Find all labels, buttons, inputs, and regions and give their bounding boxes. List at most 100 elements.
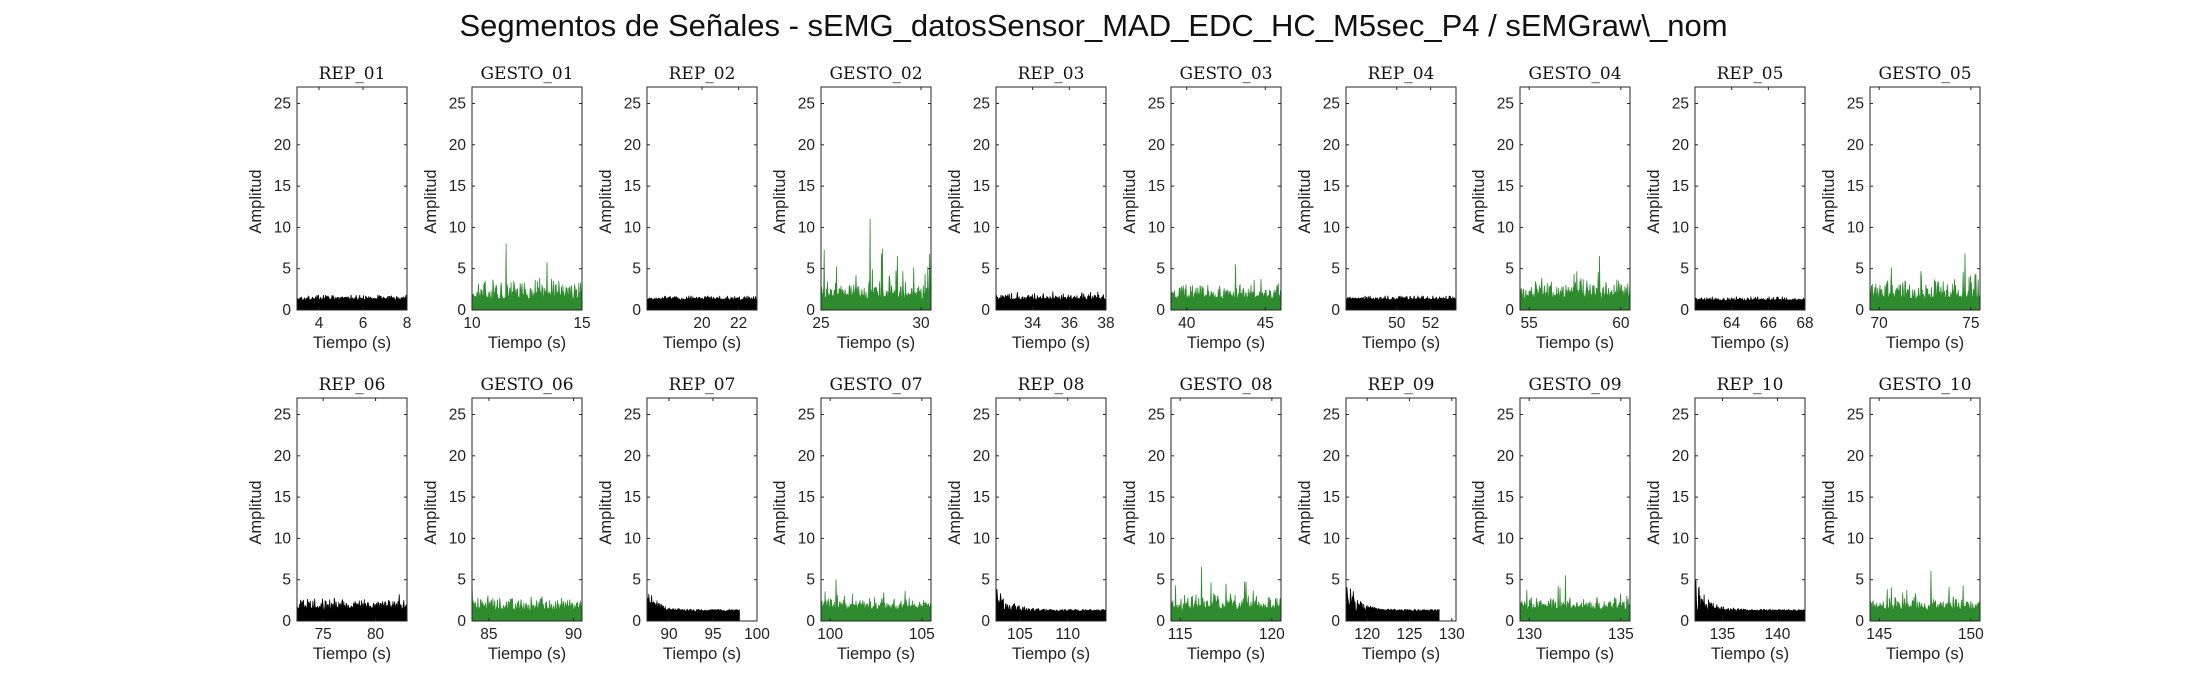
axes-box xyxy=(471,86,583,311)
subplot-title: GESTO_02 xyxy=(829,64,922,84)
x-axis-label: Tiempo (s) xyxy=(1536,334,1614,352)
y-tick-label: 0 xyxy=(981,613,990,630)
y-tick-label: 20 xyxy=(1497,137,1515,154)
y-tick-label: 0 xyxy=(1680,613,1689,630)
y-tick-label: 10 xyxy=(1672,530,1690,547)
y-tick-label: 0 xyxy=(1855,302,1864,319)
subplot-18: 0 5 10 15 20 25 130 135 GESTO_09 Tiempo (s) Amplit… xyxy=(1470,375,1634,663)
axes-box xyxy=(1694,86,1806,311)
x-tick-label: 100 xyxy=(817,626,843,643)
subplot-7: 0 5 10 15 20 25 50 52 REP_04 Tiempo (s) Amplitud xyxy=(1296,64,1457,352)
plot-area xyxy=(297,87,407,310)
signal-trace xyxy=(1519,575,1631,622)
y-tick-label: 10 xyxy=(1497,219,1515,236)
signal-trace xyxy=(1694,296,1806,311)
y-tick-label: 0 xyxy=(457,302,466,319)
x-tick-label: 10 xyxy=(463,315,481,332)
signal-trace xyxy=(296,294,408,311)
x-tick-label: 38 xyxy=(1097,315,1114,332)
x-axis-label: Tiempo (s) xyxy=(837,334,915,352)
y-tick-label: 5 xyxy=(1505,572,1514,589)
axes-box xyxy=(1345,397,1457,622)
y-tick-label: 0 xyxy=(632,613,641,630)
x-tick-label: 25 xyxy=(812,315,829,332)
x-axis-label: Tiempo (s) xyxy=(1012,645,1090,663)
plot-area xyxy=(1870,398,1980,621)
y-axis-label: Amplitud xyxy=(1645,480,1663,544)
y-tick-label: 25 xyxy=(624,407,641,424)
axes-box xyxy=(995,86,1107,311)
plot-area xyxy=(1520,87,1630,310)
x-tick-label: 20 xyxy=(693,315,711,332)
y-tick-label: 25 xyxy=(973,96,990,113)
axes-box xyxy=(296,86,408,311)
plot-area xyxy=(647,398,757,621)
x-axis-label: Tiempo (s) xyxy=(837,645,915,663)
y-tick-label: 5 xyxy=(1156,572,1165,589)
x-tick-label: 15 xyxy=(573,315,590,332)
y-tick-label: 5 xyxy=(282,261,291,278)
y-axis-label: Amplitud xyxy=(1470,169,1488,233)
y-tick-label: 10 xyxy=(1323,530,1341,547)
x-tick-label: 34 xyxy=(1024,315,1042,332)
x-tick-label: 45 xyxy=(1257,315,1274,332)
x-tick-label: 90 xyxy=(660,626,678,643)
plot-area xyxy=(1520,398,1630,621)
plot-area xyxy=(996,398,1106,621)
plot-area xyxy=(821,398,931,621)
y-tick-label: 25 xyxy=(1148,407,1165,424)
y-axis-label: Amplitud xyxy=(1296,480,1314,544)
y-tick-label: 15 xyxy=(973,489,990,506)
y-tick-label: 5 xyxy=(1505,261,1514,278)
y-tick-label: 10 xyxy=(274,530,292,547)
subplot-3: 0 5 10 15 20 25 20 22 REP_02 Tiempo (s) Amplitud xyxy=(597,64,758,352)
subplot-title: REP_01 xyxy=(319,64,386,84)
y-tick-label: 15 xyxy=(1148,489,1165,506)
x-tick-label: 66 xyxy=(1760,315,1777,332)
signal-trace xyxy=(1345,587,1440,622)
plot-area xyxy=(1346,87,1456,310)
y-tick-label: 5 xyxy=(1680,572,1689,589)
x-tick-label: 100 xyxy=(744,626,770,643)
y-tick-label: 20 xyxy=(973,137,991,154)
signal-trace xyxy=(1869,253,1981,311)
y-axis-label: Amplitud xyxy=(247,480,265,544)
x-tick-label: 22 xyxy=(730,315,747,332)
y-tick-label: 20 xyxy=(973,448,991,465)
x-tick-label: 50 xyxy=(1388,315,1406,332)
y-tick-label: 10 xyxy=(1847,530,1865,547)
y-tick-label: 20 xyxy=(624,137,642,154)
x-axis-label: Tiempo (s) xyxy=(313,334,391,352)
y-tick-label: 5 xyxy=(632,572,641,589)
y-tick-label: 20 xyxy=(449,137,467,154)
subplot-4: 0 5 10 15 20 25 25 30 GESTO_02 Tiempo (s) Amplitud xyxy=(771,64,932,352)
x-tick-label: 135 xyxy=(1608,626,1634,643)
subplot-title: GESTO_04 xyxy=(1528,64,1621,84)
subplot-12: 0 5 10 15 20 25 85 90 GESTO_06 Tiempo (s) Amplitud xyxy=(422,375,583,663)
x-axis-label: Tiempo (s) xyxy=(1711,645,1789,663)
y-tick-label: 20 xyxy=(1148,137,1166,154)
y-tick-label: 25 xyxy=(449,96,466,113)
y-axis-label: Amplitud xyxy=(422,480,440,544)
subplot-15: 0 5 10 15 20 25 105 110 REP_08 Tiempo (s) Amplitud xyxy=(946,375,1107,663)
y-tick-label: 25 xyxy=(1497,96,1514,113)
subplot-17: 0 5 10 15 20 25 120 125 130 REP_09 Tiempo (s) Ampli… xyxy=(1296,375,1465,663)
y-tick-label: 0 xyxy=(1331,613,1340,630)
axes-box xyxy=(995,397,1107,622)
y-tick-label: 5 xyxy=(1331,572,1340,589)
subplot-5: 0 5 10 15 20 25 34 36 38 REP_03 Tiempo (s) Amplitud xyxy=(946,64,1115,352)
axes-box xyxy=(1519,397,1631,622)
x-tick-label: 75 xyxy=(315,626,332,643)
subplot-title: GESTO_10 xyxy=(1878,375,1971,395)
y-tick-label: 15 xyxy=(449,178,466,195)
y-tick-label: 5 xyxy=(806,572,815,589)
plot-area xyxy=(1171,87,1281,310)
y-tick-label: 15 xyxy=(798,489,815,506)
x-axis-label: Tiempo (s) xyxy=(1362,645,1440,663)
subplot-14: 0 5 10 15 20 25 100 105 GESTO_07 Tiempo (s) Amplit… xyxy=(771,375,935,663)
x-tick-label: 85 xyxy=(480,626,497,643)
x-tick-label: 68 xyxy=(1796,315,1813,332)
subplot-13: 0 5 10 15 20 25 90 95 100 REP_07 Tiempo (s) Amplitu… xyxy=(597,375,770,663)
plot-area xyxy=(996,87,1106,310)
y-tick-label: 15 xyxy=(1672,178,1689,195)
